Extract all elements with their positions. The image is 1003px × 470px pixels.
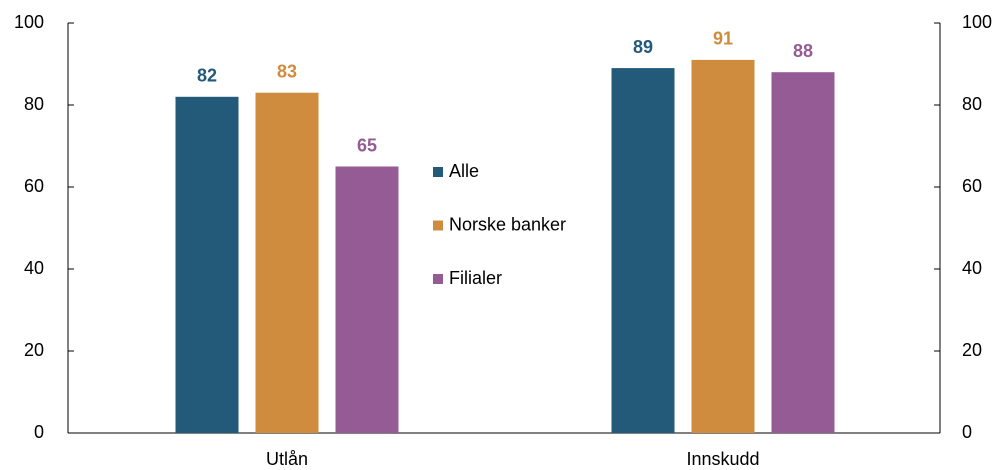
bar (335, 166, 399, 433)
value-label: 89 (633, 37, 653, 57)
legend-swatch (433, 274, 443, 284)
value-label: 82 (197, 66, 217, 86)
y-tick-label: 100 (14, 12, 44, 32)
y-tick-label: 60 (24, 176, 44, 196)
y-tick-label: 80 (24, 94, 44, 114)
value-label: 88 (793, 41, 813, 61)
bar (771, 72, 835, 433)
bar (255, 92, 319, 433)
legend-label: Norske banker (449, 214, 566, 234)
value-label: 91 (713, 29, 733, 49)
y2-tick-label: 40 (962, 258, 982, 278)
bar (611, 68, 675, 433)
bar (175, 96, 239, 434)
legend-label: Alle (449, 161, 479, 181)
y-tick-label: 40 (24, 258, 44, 278)
legend-swatch (433, 220, 443, 231)
y2-tick-label: 60 (962, 176, 982, 196)
x-tick-label: Utlån (266, 449, 308, 469)
legend-swatch (433, 167, 443, 177)
x-tick-label: Innskudd (686, 449, 759, 469)
legend-label: Filialer (449, 268, 502, 288)
value-label: 65 (357, 135, 377, 155)
y-tick-label: 0 (34, 422, 44, 442)
y2-tick-label: 80 (962, 94, 982, 114)
y2-tick-label: 100 (962, 12, 992, 32)
bar (691, 59, 755, 434)
y-tick-label: 20 (24, 340, 44, 360)
y2-tick-label: 0 (962, 422, 972, 442)
y2-tick-label: 20 (962, 340, 982, 360)
value-label: 83 (277, 61, 297, 81)
